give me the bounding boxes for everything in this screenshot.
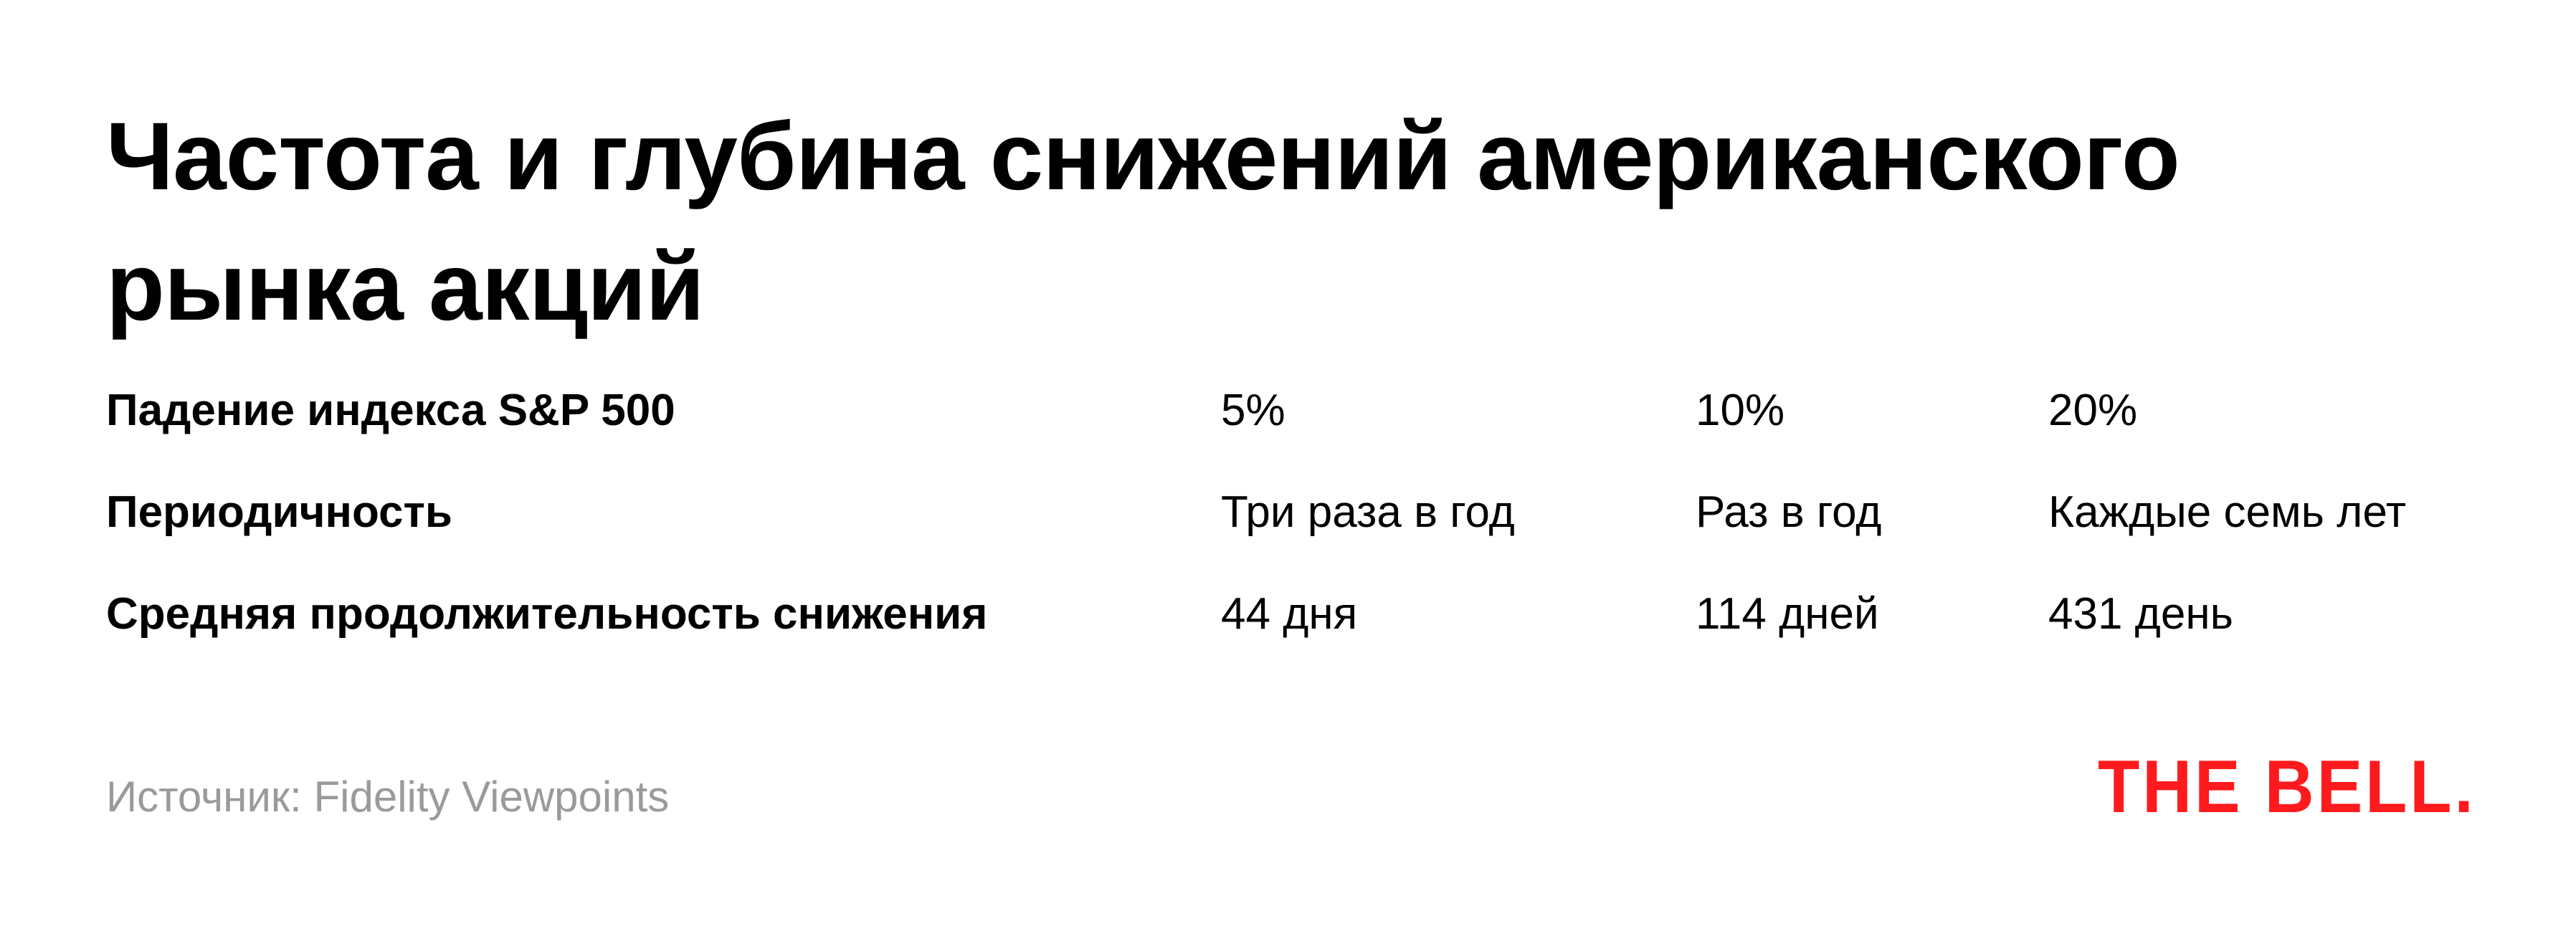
cell: 44 дня <box>1221 589 1358 639</box>
cell: Каждые семь лет <box>2048 487 2407 537</box>
cell: Три раза в год <box>1221 487 1515 537</box>
row-label: Средняя продолжительность снижения <box>106 589 988 639</box>
cell: 431 день <box>2048 589 2233 639</box>
the-bell-logo: THE BELL. <box>2098 745 2476 829</box>
cell: 20% <box>2048 386 2138 435</box>
cell: 5% <box>1221 386 1285 435</box>
cell: Раз в год <box>1696 487 1882 537</box>
cell: 114 дней <box>1696 589 1879 639</box>
row-label: Падение индекса S&P 500 <box>106 386 675 435</box>
page-title: Частота и глубина снижений американского… <box>106 103 2180 340</box>
row-label: Периодичность <box>106 487 453 537</box>
source-note: Источник: Fidelity Viewpoints <box>106 773 670 821</box>
cell: 10% <box>1696 386 1785 435</box>
